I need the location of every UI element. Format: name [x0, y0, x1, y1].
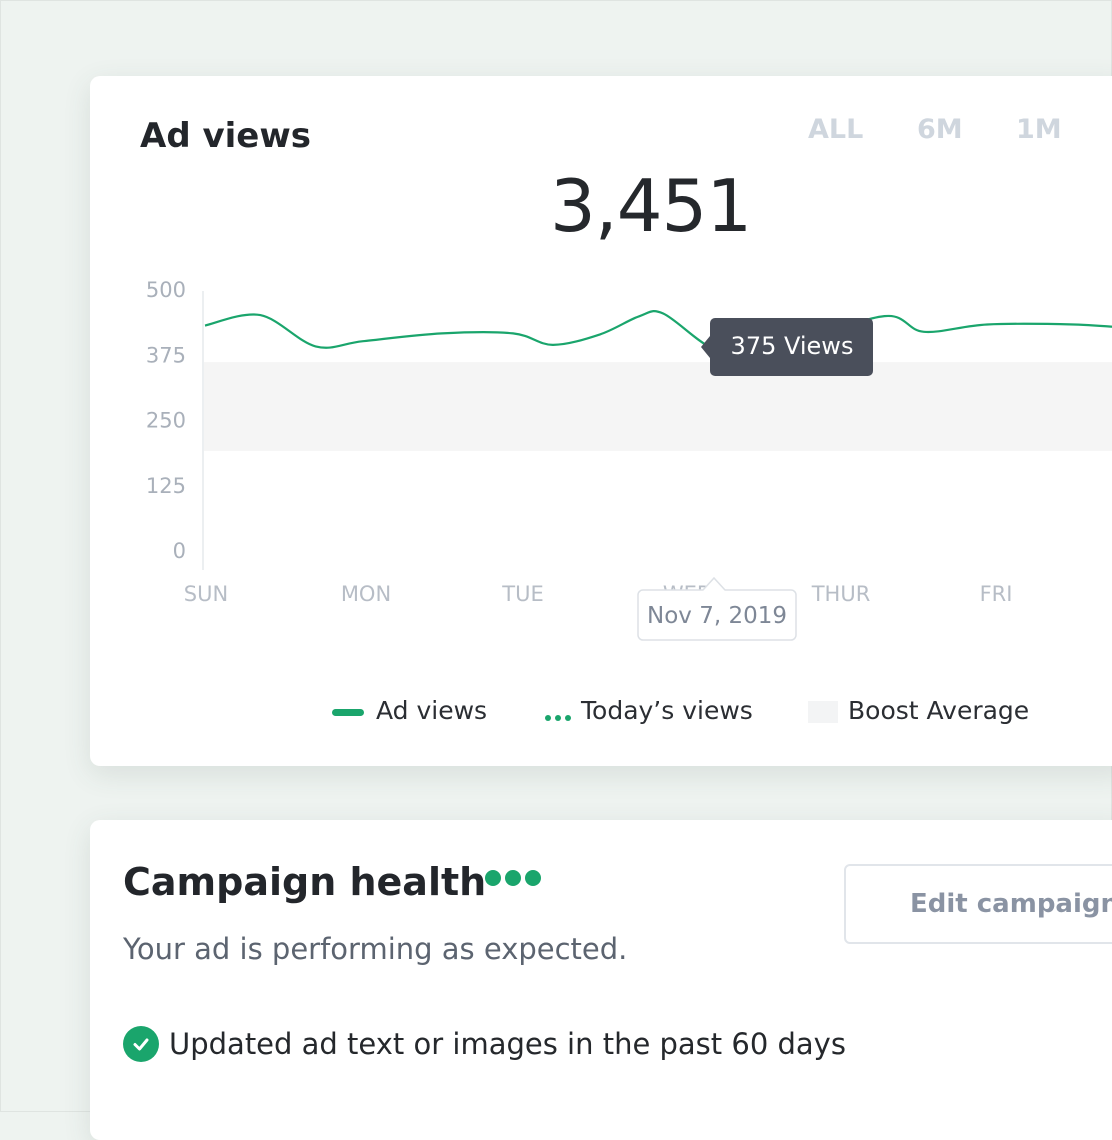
check-circle-icon [123, 1026, 159, 1062]
date-tag-text: Nov 7, 2019 [647, 603, 787, 629]
legend-line-icon [332, 708, 364, 716]
legend-todays-views-label: Today’s views [581, 696, 753, 725]
y-tick-label: 375 [146, 343, 186, 367]
range-tab-1m[interactable]: 1M [1016, 114, 1062, 145]
campaign-health-description: Your ad is performing as expected. [123, 932, 628, 966]
x-tick-label: SUN [184, 582, 228, 606]
y-tick-label: 0 [173, 539, 186, 563]
x-tick-label: MON [341, 582, 391, 606]
campaign-health-title: Campaign health [123, 860, 487, 904]
legend-todays-views: Today’s views [545, 696, 753, 727]
y-tick-label: 250 [146, 409, 186, 433]
legend-boost-average: Boost Average [808, 696, 1029, 725]
x-tick-label: THUR [811, 582, 871, 606]
range-tab-6m[interactable]: 6M [917, 114, 963, 145]
health-check-label: Updated ad text or images in the past 60… [169, 1027, 846, 1061]
ad-views-title: Ad views [140, 116, 312, 156]
ad-views-series-line [204, 310, 1112, 356]
legend-ad-views: Ad views [332, 696, 487, 725]
ad-views-card: Ad views ALL 6M 1M 3,451 0 125 250 375 500 S… [90, 76, 1112, 766]
legend-dotted-icon [545, 698, 571, 727]
edit-campaign-button[interactable]: Edit campaign [844, 864, 1112, 944]
legend-boost-average-label: Boost Average [848, 696, 1030, 725]
three-dots-status-icon [485, 870, 545, 891]
campaign-health-card: Campaign health Your ad is performing as… [90, 820, 1112, 1140]
boost-average-band [204, 362, 1112, 451]
x-tick-label: TUE [501, 582, 543, 606]
tooltip-text: 375 Views [731, 332, 854, 360]
range-tab-all[interactable]: ALL [808, 114, 864, 145]
y-tick-label: 500 [146, 278, 186, 302]
x-tick-label: FRI [980, 582, 1013, 606]
total-views-value: 3,451 [550, 164, 752, 248]
health-check-item: Updated ad text or images in the past 60… [123, 1026, 846, 1062]
legend-band-icon [808, 701, 838, 723]
views-tooltip: 375 Views [701, 318, 873, 376]
legend-ad-views-label: Ad views [376, 696, 488, 725]
y-tick-label: 125 [146, 474, 186, 498]
date-tag: Nov 7, 2019 [637, 576, 797, 641]
